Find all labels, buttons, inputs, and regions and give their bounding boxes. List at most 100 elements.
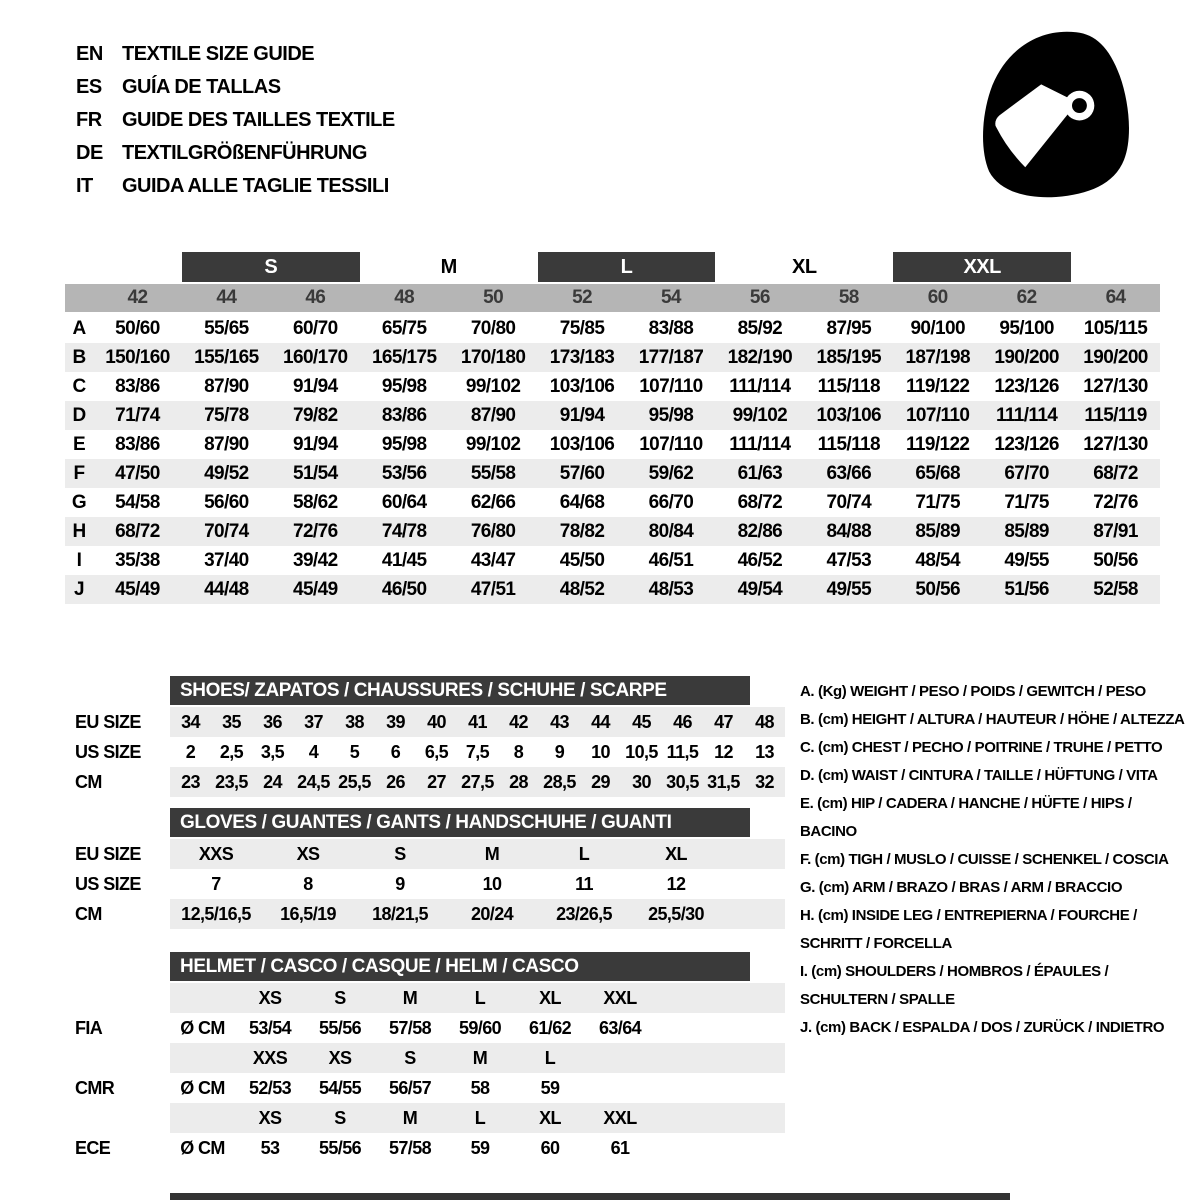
size-cell: 111/114 <box>729 375 791 397</box>
size-cell: 58/62 <box>293 491 338 513</box>
size-cell: 91/94 <box>559 404 605 426</box>
gloves-cell: 7 <box>211 873 221 894</box>
size-cell: 190/200 <box>1083 346 1148 368</box>
size-cell: 72/76 <box>293 520 338 542</box>
helmet-size-label: S <box>305 1103 375 1133</box>
shoes-cell: 39 <box>375 707 416 737</box>
size-cell: 87/90 <box>470 404 516 426</box>
measurement-rows: A 50/60 55/65 60/70 65/75 70/80 75/85 83/88 85/9… <box>65 314 1160 604</box>
size-cell: 85/92 <box>737 317 783 339</box>
shoes-cell: 24,5 <box>293 767 334 797</box>
size-group-row: S M L XL XXL <box>65 252 1160 282</box>
size-cell: 56/60 <box>204 491 249 513</box>
size-cell: 111/114 <box>995 404 1058 426</box>
shoes-cell: 13 <box>755 741 774 762</box>
size-cell: 48/52 <box>559 578 605 600</box>
helmet-value-cell: 53 <box>260 1137 280 1158</box>
table-row-b: B 150/160 155/165 160/170 165/175 170/180 173/… <box>65 343 1160 372</box>
size-group-s: S <box>181 252 360 282</box>
gloves-cell: XL <box>630 839 722 869</box>
legend-item: A. (Kg) WEIGHT / PESO / POIDS / GEWITCH … <box>800 683 1146 700</box>
filler-cell <box>655 983 785 1013</box>
gloves-cell: 11 <box>575 873 593 894</box>
shoes-row-label: US SIZE <box>65 737 170 767</box>
gloves-cell: XS <box>262 839 354 869</box>
helmet-icon <box>983 31 1129 198</box>
size-cell: 49/55 <box>826 578 872 600</box>
size-cell: 35/38 <box>115 549 160 571</box>
size-cell: 87/95 <box>826 317 872 339</box>
size-cell: 95/98 <box>648 404 694 426</box>
helmet-value-cell: 59 <box>470 1137 490 1158</box>
size-cell: 127/130 <box>1083 433 1148 455</box>
size-cell: 107/110 <box>905 404 970 426</box>
size-cell: 160/170 <box>283 346 348 368</box>
helmet-rows: XS S M L XL XXL FIA Ø CM 53/54 55/56 57/58 59/60 61/… <box>65 983 785 1163</box>
size-cell: 87/91 <box>1093 520 1138 542</box>
size-cell: 65/75 <box>381 317 427 339</box>
shoes-row: CM 23 23,5 24 24,5 25,5 26 27 27,5 28 28,5 29 30 30,5… <box>65 767 785 797</box>
helmet-size-label: M <box>375 1103 445 1133</box>
size-cell: 49/52 <box>204 462 249 484</box>
language-row: DE TEXTILGRÖßENFÜHRUNG <box>76 137 395 170</box>
shoes-cell: 3,5 <box>260 741 285 762</box>
size-cell: 87/90 <box>204 375 249 397</box>
gloves-section-header: GLOVES / GUANTES / GANTS / HANDSCHUHE / … <box>170 808 750 837</box>
legend-item: H. (cm) INSIDE LEG / ENTREPIERNA / FOURC… <box>800 907 1137 952</box>
helmet-unit-spacer <box>170 1043 235 1073</box>
numeric-size-48: 48 <box>394 287 415 308</box>
shoes-cell: 48 <box>744 707 785 737</box>
size-cell: 60/64 <box>381 491 427 513</box>
gloves-cell: 20/24 <box>446 899 538 929</box>
helmet-size-label: XXS <box>235 1043 305 1073</box>
shoes-cell: 7,5 <box>465 741 490 762</box>
helmet-size-label: XXL <box>585 983 655 1013</box>
helmet-size-label <box>585 1043 655 1073</box>
size-cell: 99/102 <box>465 375 521 397</box>
size-cell: 83/86 <box>381 404 427 426</box>
size-cell: 80/84 <box>648 520 694 542</box>
table-row-h: H 68/72 70/74 72/76 74/78 76/80 78/82 80/84 82/8… <box>65 517 1160 546</box>
helmet-visor <box>995 84 1078 168</box>
legend-item: I. (cm) SHOULDERS / HOMBROS / ÉPAULES / … <box>800 963 1109 1008</box>
helmet-size-label: S <box>305 983 375 1013</box>
size-cell: 39/42 <box>293 549 338 571</box>
helmet-value-cell: 61/62 <box>528 1017 572 1038</box>
size-cell: 68/72 <box>115 520 160 542</box>
language-title: GUIDA ALLE TAGLIE TESSILI <box>122 175 389 197</box>
size-cell: 44/48 <box>204 578 249 600</box>
language-title-list: EN TEXTILE SIZE GUIDE ES GUÍA DE TALLAS FR GU… <box>76 38 395 203</box>
language-title: TEXTILE SIZE GUIDE <box>122 43 315 65</box>
size-cell: 55/58 <box>470 462 516 484</box>
shoes-row-label: EU SIZE <box>65 707 170 737</box>
size-cell: 99/102 <box>465 433 521 455</box>
shoes-cell: 37 <box>293 707 334 737</box>
table-row-e: E 83/86 87/90 91/94 95/98 99/102 103/106 107/11… <box>65 430 1160 459</box>
size-cell: 87/90 <box>204 433 249 455</box>
gloves-cell: L <box>538 839 630 869</box>
size-cell: 55/65 <box>204 317 249 339</box>
standard-label: CMR <box>65 1073 170 1103</box>
helmet-value-cell: 59 <box>540 1077 560 1098</box>
shoes-cell: 45 <box>621 707 662 737</box>
language-row: FR GUIDE DES TAILLES TEXTILE <box>76 104 395 137</box>
size-cell: 103/106 <box>549 433 615 455</box>
numeric-size-56: 56 <box>749 287 771 308</box>
legend-item: J. (cm) BACK / ESPALDA / DOS / ZURÜCK / … <box>800 1019 1165 1036</box>
size-cell: 46/52 <box>737 549 783 571</box>
helmet-sizes-row-fia: XS S M L XL XXL <box>65 983 785 1013</box>
size-cell: 90/100 <box>910 317 965 339</box>
table-row-i: I 35/38 37/40 39/42 41/45 43/47 45/50 46/51 46/5… <box>65 546 1160 575</box>
language-row: ES GUÍA DE TALLAS <box>76 71 395 104</box>
row-key: H <box>72 520 86 542</box>
helmet-value-cell: 52/53 <box>248 1077 292 1098</box>
helmet-value-cell <box>585 1073 655 1103</box>
size-cell: 54/58 <box>115 491 160 513</box>
helmet-size-label: XL <box>515 1103 585 1133</box>
numeric-size-46: 46 <box>305 287 326 308</box>
legend-item: G. (cm) ARM / BRAZO / BRAS / ARM / BRACC… <box>800 879 1123 896</box>
shoes-cell: 31,5 <box>703 767 744 797</box>
helmet-value-cell: 57/58 <box>388 1017 432 1038</box>
shoes-cell: 42 <box>498 707 539 737</box>
size-cell: 150/160 <box>105 346 170 368</box>
